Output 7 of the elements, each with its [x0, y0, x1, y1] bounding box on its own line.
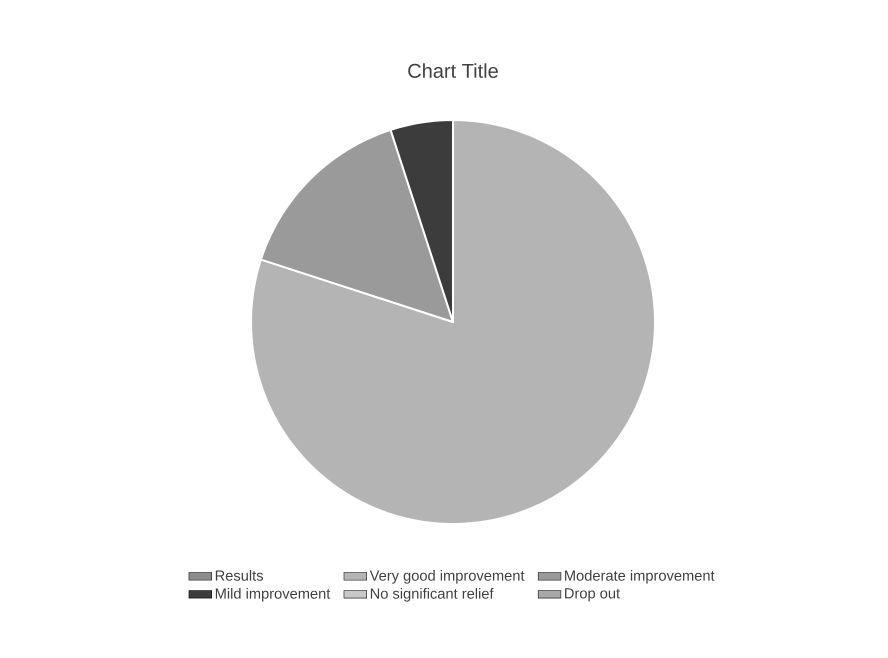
- legend-label: Mild improvement: [216, 588, 330, 602]
- legend-label: Drop out: [565, 588, 620, 602]
- chart-title: Chart Title: [408, 63, 498, 78]
- legend-label: No significant relief: [370, 588, 494, 602]
- legend-label: Results: [216, 570, 263, 581]
- legend-label: Moderate improvement: [565, 570, 715, 584]
- legend-label: Very good improvement: [370, 570, 524, 584]
